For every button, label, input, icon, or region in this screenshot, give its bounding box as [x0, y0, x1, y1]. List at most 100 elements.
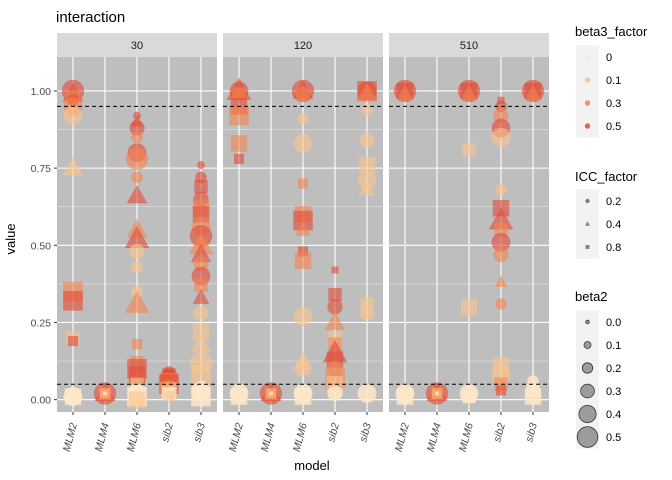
data-point — [495, 385, 507, 396]
data-point — [131, 171, 143, 184]
data-point — [361, 103, 373, 116]
legend-key-0.3 — [584, 100, 591, 106]
data-point — [124, 290, 150, 313]
y-tick-label: 0.25 — [31, 317, 52, 329]
points-group — [226, 77, 378, 405]
y-axis-title: value — [3, 223, 18, 254]
data-point — [396, 388, 414, 405]
facet-panels: 30 120 510 — [57, 33, 549, 412]
data-point — [126, 184, 148, 204]
data-point — [62, 157, 84, 176]
x-tick-label: sib2 — [159, 422, 176, 444]
data-point — [327, 299, 343, 315]
data-point — [131, 131, 143, 144]
data-point — [297, 246, 309, 257]
legend-label: 0.8 — [606, 242, 621, 254]
data-point — [328, 288, 342, 302]
x-axis: MLM2 MLM4 MLM6 sib2 sib3 MLM2 MLM4 MLM6 sib2 sib3… — [61, 412, 540, 453]
data-point — [63, 106, 83, 126]
data-point — [293, 134, 313, 153]
x-tick-label: MLM6 — [125, 422, 144, 453]
data-point — [331, 266, 339, 274]
data-point — [491, 232, 511, 252]
data-point — [192, 288, 210, 304]
data-point — [358, 156, 376, 174]
data-point — [194, 180, 208, 194]
data-point — [128, 391, 146, 408]
data-point — [460, 298, 478, 316]
y-tick-label: 0.00 — [31, 395, 52, 407]
data-point — [294, 252, 312, 269]
data-point — [294, 220, 312, 236]
legend-icc-title: ICC_factor — [575, 169, 638, 184]
data-point — [297, 112, 309, 125]
data-point — [359, 305, 375, 321]
data-point — [129, 243, 145, 260]
legend-key-0.1 — [584, 77, 591, 83]
data-point — [124, 225, 150, 249]
x-tick-label: sib3 — [357, 422, 374, 444]
data-point — [493, 246, 509, 263]
chart-title: interaction — [56, 9, 125, 26]
legend-key-0.0 — [585, 319, 590, 325]
data-point — [357, 171, 377, 190]
data-point — [64, 388, 82, 405]
data-point — [494, 275, 508, 287]
data-point — [357, 384, 377, 403]
data-point — [194, 278, 208, 293]
data-point — [297, 178, 309, 189]
x-tick-label: MLM2 — [227, 422, 246, 453]
data-point — [67, 335, 79, 347]
data-point — [327, 385, 343, 402]
legend-label: 0.1 — [606, 340, 621, 352]
y-axis: 0.00 0.25 0.50 0.75 1.00 — [31, 86, 57, 407]
legend-key-0.2 — [585, 198, 590, 204]
data-point — [103, 391, 107, 396]
points-group — [393, 79, 545, 405]
data-point — [296, 362, 310, 376]
x-tick-label: MLM4 — [425, 422, 444, 453]
legend-icc: ICC_factor 0.2 0.4 0.8 — [575, 169, 638, 259]
legend-beta3: beta3_factor 0 0.1 0.3 0.5 — [575, 24, 648, 138]
data-point — [131, 261, 143, 273]
data-point — [232, 87, 246, 101]
legend-beta3-title: beta3_factor — [575, 24, 648, 39]
data-point — [125, 147, 149, 171]
data-point — [197, 161, 205, 170]
data-point — [491, 127, 511, 147]
data-point — [524, 388, 542, 405]
data-point — [295, 86, 311, 102]
y-tick-label: 1.00 — [31, 86, 52, 98]
y-tick-label: 0.50 — [31, 240, 52, 252]
data-point — [293, 210, 313, 231]
data-point — [269, 391, 273, 396]
facet-strip-label: 120 — [294, 40, 312, 52]
x-tick-label: MLM2 — [393, 422, 412, 453]
data-point — [497, 96, 505, 104]
x-tick-label: MLM4 — [93, 422, 112, 453]
legend-key-0.5 — [584, 123, 591, 129]
legend-label: 0 — [606, 52, 612, 64]
legend-key-0.4 — [585, 221, 590, 226]
data-point — [131, 339, 143, 350]
x-tick-label: MLM4 — [259, 422, 278, 453]
data-point — [396, 85, 414, 101]
legend-key-0.8 — [585, 245, 590, 249]
data-point — [230, 135, 248, 152]
x-tick-label: sib3 — [523, 422, 540, 444]
x-tick-label: MLM6 — [291, 422, 310, 453]
data-point — [192, 323, 210, 340]
facet-panel-120: 120 — [223, 33, 383, 412]
data-point — [190, 243, 212, 263]
data-point — [233, 153, 245, 164]
legend-beta2-title: beta2 — [575, 289, 608, 304]
legend-label: 0.4 — [606, 219, 621, 231]
legend-beta2: beta2 0.0 0.1 0.2 0.3 0.4 0.5 — [575, 289, 621, 449]
x-tick-label: sib2 — [325, 422, 342, 444]
x-tick-label: MLM2 — [61, 422, 80, 453]
data-point — [229, 105, 249, 126]
data-point — [193, 305, 209, 321]
x-tick-label: MLM6 — [457, 422, 476, 453]
legend-key-0.2 — [581, 362, 594, 374]
